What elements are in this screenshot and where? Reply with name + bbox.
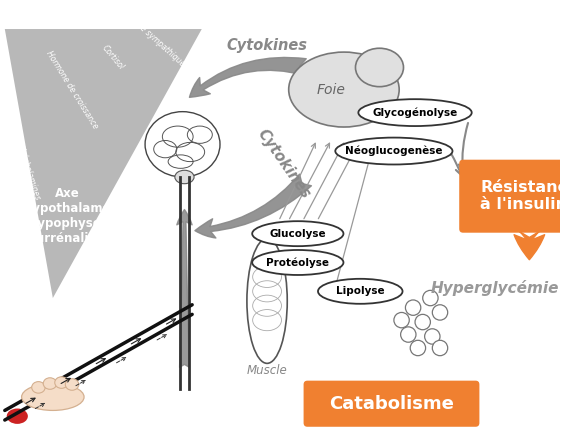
- Text: Hyperglycémie: Hyperglycémie: [430, 281, 559, 297]
- Circle shape: [423, 291, 438, 306]
- Text: Activité sympathique: Activité sympathique: [120, 7, 187, 68]
- Ellipse shape: [318, 279, 402, 304]
- Text: Foie: Foie: [317, 83, 346, 97]
- Circle shape: [410, 340, 426, 355]
- Text: Résistance
à l'insuline: Résistance à l'insuline: [480, 180, 578, 213]
- Text: Cathécholamines: Cathécholamines: [12, 136, 41, 201]
- Text: Axe
hypothalamo
hypophyso-
surrénalien: Axe hypothalamo hypophyso- surrénalien: [24, 187, 111, 246]
- Circle shape: [433, 305, 448, 320]
- Ellipse shape: [175, 170, 194, 184]
- Ellipse shape: [31, 381, 45, 393]
- FancyArrowPatch shape: [514, 232, 545, 260]
- Text: Catabolisme: Catabolisme: [329, 395, 454, 413]
- Ellipse shape: [65, 379, 79, 390]
- Ellipse shape: [145, 112, 220, 177]
- Circle shape: [394, 313, 409, 328]
- Ellipse shape: [356, 48, 403, 87]
- FancyBboxPatch shape: [459, 160, 583, 233]
- Ellipse shape: [7, 408, 28, 424]
- Ellipse shape: [55, 377, 68, 388]
- Ellipse shape: [43, 378, 57, 389]
- Circle shape: [433, 340, 448, 355]
- Text: Néoglucogenèse: Néoglucogenèse: [345, 146, 442, 156]
- FancyBboxPatch shape: [304, 381, 479, 427]
- Circle shape: [424, 329, 440, 344]
- FancyArrowPatch shape: [189, 58, 306, 97]
- Text: Hormone de croissance: Hormone de croissance: [44, 49, 100, 130]
- Circle shape: [405, 300, 421, 315]
- Text: Glycogénolyse: Glycogénolyse: [373, 107, 458, 118]
- Ellipse shape: [22, 384, 84, 410]
- Text: Protéolyse: Protéolyse: [266, 257, 329, 268]
- Ellipse shape: [252, 250, 343, 275]
- Polygon shape: [5, 29, 202, 298]
- Circle shape: [401, 327, 416, 342]
- FancyArrowPatch shape: [195, 174, 311, 238]
- Text: Cytokines: Cytokines: [227, 38, 308, 53]
- Bar: [181, 177, 188, 389]
- Ellipse shape: [247, 239, 287, 363]
- Text: Cortisol: Cortisol: [101, 44, 126, 72]
- Ellipse shape: [289, 52, 399, 127]
- Ellipse shape: [335, 138, 452, 165]
- Ellipse shape: [252, 221, 343, 246]
- FancyArrowPatch shape: [177, 210, 192, 367]
- Text: Lipolyse: Lipolyse: [336, 286, 385, 296]
- Circle shape: [415, 314, 430, 330]
- Text: Cytokines: Cytokines: [254, 126, 313, 201]
- Text: Muscle: Muscle: [247, 364, 287, 377]
- Ellipse shape: [359, 99, 472, 126]
- Text: Glucolyse: Glucolyse: [269, 229, 326, 239]
